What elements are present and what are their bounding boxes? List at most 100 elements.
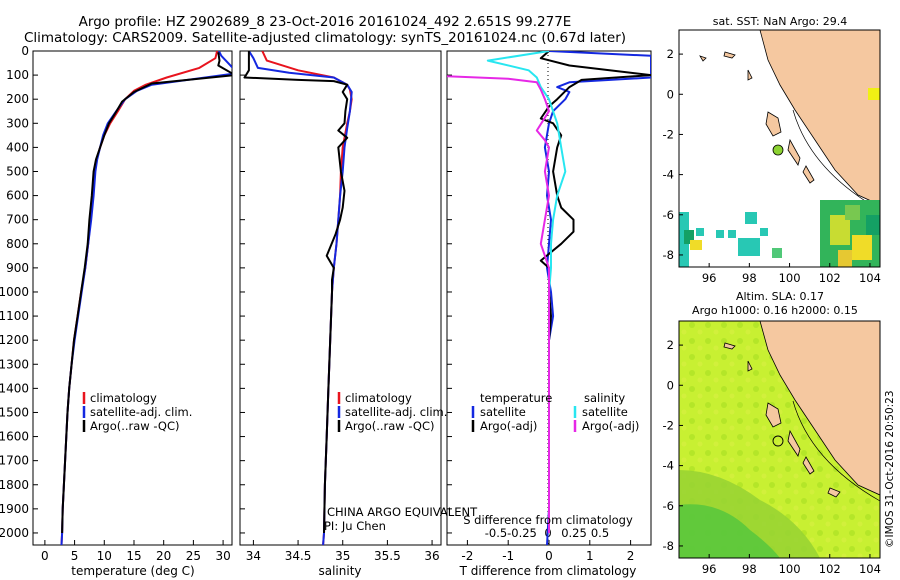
sla-map-subtitle: Argo h1000: 0.16 h2000: 0.15 (692, 304, 858, 317)
legend-label: satellite-adj. clim. (345, 405, 447, 419)
depth-tick-label: 400 (6, 140, 29, 154)
sst-map-panel: sat. SST: NaN Argo: 29.4 (663, 15, 881, 285)
island-shape (723, 51, 736, 59)
depth-tick-label: 1600 (0, 430, 29, 444)
depth-tick-label: 2000 (0, 526, 29, 540)
depth-tick-label: 1900 (0, 502, 29, 516)
argo-sst-pixel (868, 88, 880, 100)
sla-map-panel: Altim. SLA: 0.17 Argo h1000: 0.16 h2000:… (663, 290, 881, 576)
legend-title-temperature: temperature (480, 391, 552, 405)
legend-label: Argo(-adj) (582, 419, 639, 433)
temperature-lines (60, 51, 232, 545)
climatology-subtitle: Climatology: CARS2009. Satellite-adjuste… (23, 30, 627, 46)
series-line-climatology (261, 51, 353, 545)
temperature-panel: 0100200300400500600700800900100011001200… (0, 44, 233, 578)
x-tick-label: 5 (71, 549, 79, 563)
series-line-t-satellite (543, 51, 651, 545)
legend-label: satellite-adj. clim. (90, 405, 192, 419)
x-tick-label: 0 (41, 549, 49, 563)
x-tick-label: 35 (335, 549, 350, 563)
argo-position-marker (772, 144, 784, 156)
depth-tick-label: 0 (21, 44, 29, 58)
map-y-tick-label: -2 (663, 127, 674, 141)
series-line-satellite-adj-clim (60, 51, 232, 545)
island-shape (765, 402, 782, 428)
series-line-s-argo-adj (447, 75, 550, 533)
legend-label: Argo(..raw -QC) (90, 419, 180, 433)
depth-tick-label: 1700 (0, 454, 29, 468)
difference-x-axis: -2 -1 0 1 2-0.5 -0.25 0 0.25 0.5 (461, 526, 634, 563)
island-shape (787, 429, 801, 457)
imos-timestamp: ©IMOS 31-Oct-2016 20:50:23 (884, 390, 896, 548)
sst-map-body (679, 30, 880, 267)
depth-tick-label: 1000 (0, 285, 29, 299)
sla-map-body (679, 321, 880, 558)
difference-legend: temperature salinity satellite Argo(-adj… (471, 391, 639, 433)
sst-map-frame (678, 29, 881, 268)
legend-title-salinity: salinity (584, 391, 625, 405)
sst-map-title: sat. SST: NaN Argo: 29.4 (713, 15, 847, 28)
island-shape (723, 342, 736, 350)
difference-panel: -2 -1 0 1 2-0.5 -0.25 0 0.25 0.5 S difference fr… (446, 50, 652, 578)
map-y-tick-label: -4 (663, 459, 674, 473)
series-line-climatology (60, 51, 219, 545)
x-tick-label: 34 (246, 549, 261, 563)
legend-label: Argo(-adj) (480, 419, 537, 433)
map-x-tick-label: 104 (859, 271, 881, 285)
series-line-satellite-adj-clim (248, 51, 353, 545)
island-shape (699, 55, 707, 62)
sumatra-landmass (759, 321, 880, 496)
s-tick-label: -0.5 (485, 526, 507, 540)
x-tick-label: 0 (545, 549, 553, 563)
x-tick-label: 35.5 (374, 549, 401, 563)
map-x-tick-label: 96 (702, 271, 717, 285)
sla-map-title: Altim. SLA: 0.17 (736, 290, 824, 303)
s-tick-label: 0.5 (591, 526, 609, 540)
series-line-argo-raw-qc (61, 52, 232, 534)
depth-tick-label: 100 (6, 68, 29, 82)
island-shape (765, 111, 782, 137)
island-shape (802, 456, 815, 475)
depth-tick-label: 600 (6, 189, 29, 203)
profile-title: Argo profile: HZ 2902689_8 23-Oct-2016 2… (78, 14, 572, 30)
depth-tick-label: 500 (6, 164, 29, 178)
argo-position-marker (772, 435, 784, 447)
legend-label: satellite (480, 405, 526, 419)
island-shape (827, 487, 841, 498)
map-x-tick-label: 100 (779, 271, 801, 285)
sst-map-axes: 96 98 100 102 104 2 0 -2 -4 -6 -8 (663, 47, 881, 285)
map-y-tick-label: 0 (667, 87, 674, 101)
depth-contour (792, 400, 880, 502)
map-x-tick-label: 100 (779, 562, 801, 576)
map-y-tick-label: -2 (663, 418, 674, 432)
island-shape (787, 138, 801, 166)
x-tick-label: 15 (126, 549, 141, 563)
float-owner-line: CHINA ARGO EQUIVALENT (327, 505, 478, 519)
map-y-tick-label: 0 (667, 378, 674, 392)
island-shape (802, 165, 815, 184)
x-tick-label: -1 (502, 549, 514, 563)
map-y-tick-label: -8 (663, 248, 674, 262)
map-y-tick-label: -6 (663, 208, 674, 222)
depth-tick-label: 1500 (0, 405, 29, 419)
float-pi-line: PI: Ju Chen (324, 519, 386, 533)
map-x-tick-label: 96 (702, 562, 717, 576)
x-tick-label: 30 (215, 549, 230, 563)
salinity-y-ticks (240, 50, 245, 534)
legend-label: climatology (90, 391, 157, 405)
depth-tick-label: 800 (6, 237, 29, 251)
difference-y-ticks (447, 50, 452, 534)
salinity-lines (243, 51, 353, 545)
depth-tick-label: 900 (6, 261, 29, 275)
sst-pixels (679, 200, 880, 267)
map-y-tick-label: 2 (667, 338, 674, 352)
island-shape (747, 360, 753, 372)
island-shape (747, 69, 753, 81)
temperature-frame (32, 50, 233, 546)
depth-tick-label: 1300 (0, 357, 29, 371)
depth-tick-label: 1100 (0, 309, 29, 323)
s-difference-xlabel: S difference from climatology (463, 513, 633, 527)
depth-tick-label: 1200 (0, 333, 29, 347)
salinity-x-axis: 34 34.5 35 35.5 36 (246, 540, 440, 563)
map-y-tick-label: -4 (663, 168, 674, 182)
